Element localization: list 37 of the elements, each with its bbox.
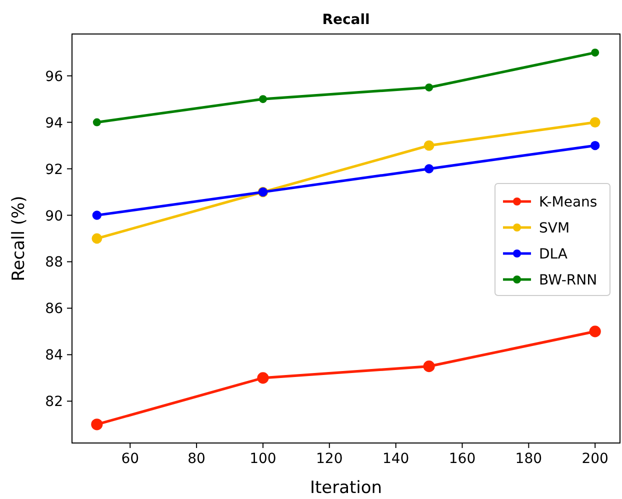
x-tick-label: 100 [250, 451, 276, 467]
y-tick-label: 88 [45, 254, 63, 271]
point [424, 140, 434, 151]
point [590, 140, 600, 150]
y-tick-label: 92 [45, 162, 63, 178]
y-tick-label: 84 [45, 348, 64, 364]
y-tick-label: 94 [45, 115, 64, 132]
point [257, 372, 269, 384]
y-tick-label: 90 [45, 208, 63, 224]
legend-label: K-Means [539, 194, 598, 210]
x-tick-label: 120 [316, 451, 343, 467]
point [92, 233, 102, 244]
point [589, 326, 601, 338]
x-tick-label: 160 [448, 451, 476, 467]
point [92, 210, 102, 220]
x-tick-label: 180 [515, 451, 542, 467]
point [258, 95, 267, 104]
y-tick-label: 86 [45, 301, 64, 318]
x-tick-label: 60 [121, 451, 140, 467]
chart-title: Recall [322, 12, 370, 28]
point [423, 360, 435, 372]
point [425, 83, 434, 92]
y-tick-label: 96 [45, 68, 64, 85]
y-axis-title: Recall (%) [9, 196, 29, 282]
point [92, 118, 101, 126]
legend-label: BW-RNN [539, 272, 598, 288]
point [91, 418, 103, 430]
legend-label: DLA [539, 246, 568, 262]
point [424, 164, 434, 174]
x-tick-label: 140 [382, 451, 410, 467]
x-axis-title: Iteration [310, 478, 382, 498]
y-tick-label: 82 [45, 394, 63, 410]
point [590, 117, 600, 128]
point [591, 48, 600, 57]
legend-label: SVM [539, 220, 570, 236]
x-tick-label: 200 [582, 451, 608, 467]
x-tick-label: 80 [188, 451, 206, 467]
